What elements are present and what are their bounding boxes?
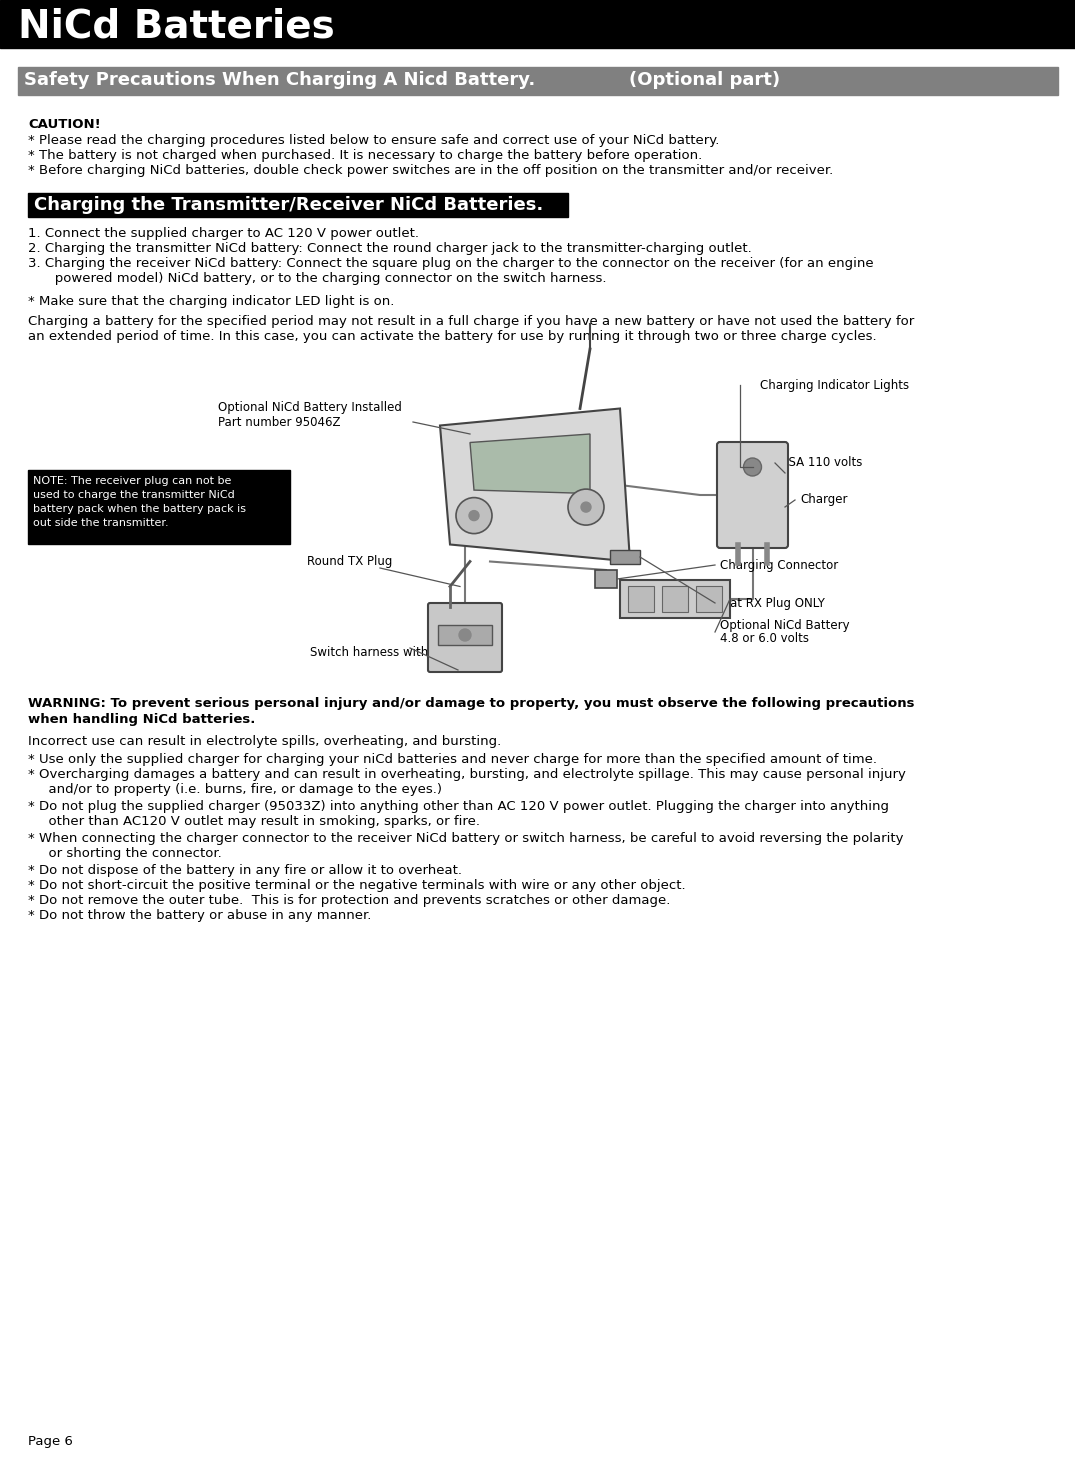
Text: * The battery is not charged when purchased. It is necessary to charge the batte: * The battery is not charged when purcha… [28, 148, 702, 161]
Circle shape [459, 628, 471, 642]
Text: Flat RX Plug ONLY: Flat RX Plug ONLY [720, 596, 825, 609]
Circle shape [469, 511, 479, 521]
Text: when handling NiCd batteries.: when handling NiCd batteries. [28, 713, 256, 727]
Text: Optional NiCd Battery: Optional NiCd Battery [720, 618, 849, 631]
Text: * Do not remove the outer tube.  This is for protection and prevents scratches o: * Do not remove the outer tube. This is … [28, 894, 671, 907]
Text: * Use only the supplied charger for charging your niCd batteries and never charg: * Use only the supplied charger for char… [28, 753, 877, 766]
Text: Part number 95046Z: Part number 95046Z [218, 415, 341, 429]
Text: * Make sure that the charging indicator LED light is on.: * Make sure that the charging indicator … [28, 295, 395, 308]
Text: * When connecting the charger connector to the receiver NiCd battery or switch h: * When connecting the charger connector … [28, 832, 903, 846]
Text: Safety Precautions When Charging A Nicd Battery.               (Optional part): Safety Precautions When Charging A Nicd … [24, 70, 780, 90]
Text: * Do not plug the supplied charger (95033Z) into anything other than AC 120 V po: * Do not plug the supplied charger (9503… [28, 800, 889, 813]
Bar [662, 586, 688, 612]
Text: Charging the Transmitter/Receiver NiCd Batteries.: Charging the Transmitter/Receiver NiCd B… [34, 197, 543, 214]
Text: WARNING: To prevent serious personal injury and/or damage to property, you must : WARNING: To prevent serious personal inj… [28, 697, 915, 711]
Text: NiCd Batteries: NiCd Batteries [18, 7, 334, 46]
Text: Round TX Plug: Round TX Plug [307, 555, 392, 568]
Text: * Do not throw the battery or abuse in any manner.: * Do not throw the battery or abuse in a… [28, 909, 371, 922]
Bar [28, 470, 290, 545]
Text: and/or to property (i.e. burns, fire, or damage to the eyes.): and/or to property (i.e. burns, fire, or… [40, 782, 442, 796]
Text: * Overcharging damages a battery and can result in overheating, bursting, and el: * Overcharging damages a battery and can… [28, 768, 906, 781]
Circle shape [580, 502, 591, 512]
Text: 3. Charging the receiver NiCd battery: Connect the square plug on the charger to: 3. Charging the receiver NiCd battery: C… [28, 257, 874, 270]
Bar [696, 586, 722, 612]
Bar [620, 580, 730, 618]
FancyBboxPatch shape [428, 603, 502, 672]
FancyBboxPatch shape [717, 442, 788, 548]
Text: * Before charging NiCd batteries, double check power switches are in the off pos: * Before charging NiCd batteries, double… [28, 164, 833, 178]
Text: 4.8 or 6.0 volts: 4.8 or 6.0 volts [720, 633, 809, 646]
Text: Optional NiCd Battery Installed: Optional NiCd Battery Installed [218, 401, 402, 414]
Text: Page 6: Page 6 [28, 1436, 73, 1447]
Text: Incorrect use can result in electrolyte spills, overheating, and bursting.: Incorrect use can result in electrolyte … [28, 735, 501, 749]
Text: USA 110 volts: USA 110 volts [780, 457, 862, 470]
Text: Charging Indicator Lights: Charging Indicator Lights [760, 379, 909, 392]
Circle shape [568, 489, 604, 526]
Bar [628, 586, 654, 612]
Text: CAUTION!: CAUTION! [28, 117, 101, 131]
Bar [0, 0, 1075, 48]
Text: NOTE: The receiver plug can not be
used to charge the transmitter NiCd
battery p: NOTE: The receiver plug can not be used … [33, 476, 246, 528]
Circle shape [456, 498, 492, 533]
Bar [610, 550, 640, 564]
Text: * Please read the charging procedures listed below to ensure safe and correct us: * Please read the charging procedures li… [28, 134, 719, 147]
Text: Charger: Charger [800, 493, 847, 506]
Bar [438, 625, 492, 644]
Bar [18, 68, 1058, 95]
Polygon shape [470, 435, 590, 493]
Text: Charging Connector: Charging Connector [720, 558, 838, 571]
Text: powered model) NiCd battery, or to the charging connector on the switch harness.: powered model) NiCd battery, or to the c… [42, 272, 606, 285]
Text: or shorting the connector.: or shorting the connector. [40, 847, 221, 860]
Polygon shape [440, 408, 630, 561]
Text: * Do not short-circuit the positive terminal or the negative terminals with wire: * Do not short-circuit the positive term… [28, 879, 686, 893]
Text: Charging a battery for the specified period may not result in a full charge if y: Charging a battery for the specified per… [28, 316, 914, 327]
Text: Switch harness with DSC: Switch harness with DSC [310, 646, 457, 659]
Bar [594, 570, 617, 589]
Text: * Do not dispose of the battery in any fire or allow it to overheat.: * Do not dispose of the battery in any f… [28, 865, 462, 876]
Text: 1. Connect the supplied charger to AC 120 V power outlet.: 1. Connect the supplied charger to AC 12… [28, 228, 419, 239]
Circle shape [744, 458, 761, 476]
Text: 2. Charging the transmitter NiCd battery: Connect the round charger jack to the : 2. Charging the transmitter NiCd battery… [28, 242, 751, 255]
Text: other than AC120 V outlet may result in smoking, sparks, or fire.: other than AC120 V outlet may result in … [40, 815, 481, 828]
Text: an extended period of time. In this case, you can activate the battery for use b: an extended period of time. In this case… [28, 330, 876, 344]
Bar [28, 192, 568, 217]
